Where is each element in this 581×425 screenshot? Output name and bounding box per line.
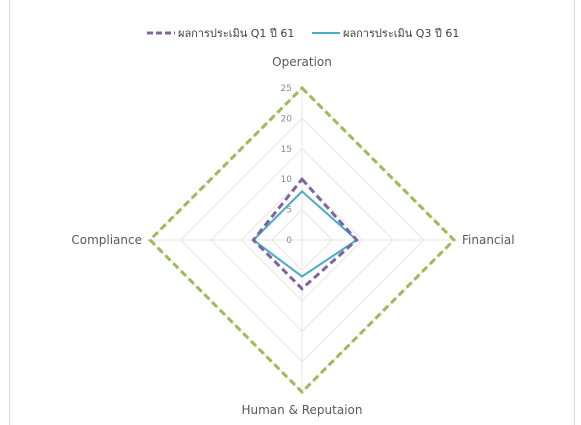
- series-2-line: [251, 189, 359, 278]
- legend-label-1: ผลการประเมิน Q1 ปี 61: [178, 27, 294, 40]
- axis-label-1: Operation: [272, 55, 332, 69]
- tick-labels: 0 5 10 15 20 25: [281, 84, 293, 246]
- axis-labels: Operation Financial Human & Reputaion Compl…: [71, 55, 514, 417]
- series-3-line: [147, 85, 457, 395]
- chart-frame: [9, 0, 575, 425]
- axis-label-2: Financial: [462, 233, 515, 247]
- series-layer: [147, 85, 457, 395]
- radar-grid: [149, 87, 455, 393]
- legend: ผลการประเมิน Q1 ปี 61 ผลการประเมิน Q3 ปี …: [147, 27, 459, 40]
- tick-label: 25: [281, 84, 292, 94]
- tick-label: 5: [286, 206, 292, 216]
- tick-label: 10: [281, 175, 293, 185]
- tick-label: 0: [286, 236, 292, 246]
- tick-label: 15: [281, 145, 292, 155]
- tick-label: 20: [281, 114, 293, 124]
- legend-label-2: ผลการประเมิน Q3 ปี 61: [343, 27, 459, 40]
- axis-label-4: Compliance: [71, 233, 142, 247]
- series-1-line: [251, 176, 359, 291]
- axis-label-3: Human & Reputaion: [241, 403, 362, 417]
